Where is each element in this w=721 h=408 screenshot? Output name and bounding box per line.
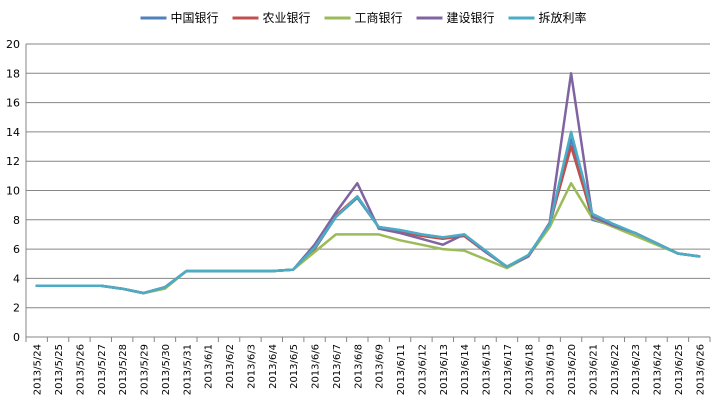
y-tick-label: 4 <box>13 272 20 285</box>
legend-label: 建设银行 <box>447 11 495 25</box>
x-tick-label: 2013/5/26 <box>75 344 86 395</box>
y-tick-label: 18 <box>6 67 20 80</box>
x-tick-label: 2013/6/12 <box>417 344 428 395</box>
series-line-4 <box>35 130 701 295</box>
y-tick-label: 14 <box>6 126 20 139</box>
legend-item-4: 拆放利率 <box>508 10 587 25</box>
y-tick-label: 8 <box>13 214 20 227</box>
x-tick-label: 2013/6/1 <box>204 344 215 389</box>
y-tick-label: 16 <box>6 97 20 110</box>
x-tick-label: 2013/6/22 <box>610 344 621 395</box>
x-tick-label: 2013/6/14 <box>460 344 471 395</box>
grid-lines <box>26 43 710 309</box>
y-axis-ticks: 0 2 4 6 8 10 12 14 16 18 20 <box>6 38 20 344</box>
x-tick-label: 2013/5/31 <box>182 344 193 395</box>
x-tick-label: 2013/5/27 <box>97 344 108 395</box>
y-tick-label: 2 <box>13 302 20 315</box>
legend-item-0: 中国银行 <box>140 10 219 25</box>
x-tick-label: 2013/5/30 <box>161 344 172 395</box>
series-line-2 <box>35 181 701 295</box>
x-tick-label: 2013/5/24 <box>33 344 44 395</box>
x-tick-label: 2013/6/11 <box>396 344 407 395</box>
x-axis-ticks: 2013/5/24 2013/5/25 2013/5/26 2013/5/27 2013… <box>25 337 711 395</box>
legend-item-2: 工商银行 <box>324 10 403 25</box>
legend-item-3: 建设银行 <box>416 11 495 25</box>
series-line-3 <box>35 72 701 295</box>
x-tick-label: 2013/6/6 <box>311 344 322 389</box>
x-tick-label: 2013/6/18 <box>524 344 535 395</box>
y-tick-label: 20 <box>6 38 20 51</box>
x-tick-label: 2013/6/19 <box>546 344 557 395</box>
x-tick-label: 2013/6/4 <box>268 344 279 389</box>
x-tick-label: 2013/5/25 <box>54 344 65 395</box>
x-tick-label: 2013/6/13 <box>439 344 450 395</box>
y-tick-label: 6 <box>13 243 20 256</box>
x-tick-label: 2013/6/25 <box>674 344 685 395</box>
legend-item-1: 农业银行 <box>232 11 311 25</box>
x-tick-label: 2013/6/15 <box>482 344 493 395</box>
legend-label: 农业银行 <box>263 11 311 25</box>
x-tick-label: 2013/5/29 <box>140 344 151 395</box>
x-tick-label: 2013/6/9 <box>375 344 386 389</box>
x-tick-label: 2013/6/8 <box>353 344 364 389</box>
legend-label: 工商银行 <box>355 10 403 25</box>
x-tick-label: 2013/6/20 <box>567 344 578 395</box>
legend: 中国银行 农业银行 工商银行 建设银行 拆放利率 <box>140 10 587 25</box>
y-tick-label: 0 <box>13 331 20 344</box>
x-tick-label: 2013/5/28 <box>118 344 129 395</box>
x-tick-label: 2013/6/23 <box>631 344 642 395</box>
y-tick-label: 12 <box>6 155 20 168</box>
x-tick-label: 2013/6/17 <box>503 344 514 395</box>
y-tick-label: 10 <box>6 185 20 198</box>
legend-label: 拆放利率 <box>539 10 587 25</box>
x-tick-label: 2013/6/3 <box>246 344 257 389</box>
legend-label: 中国银行 <box>171 10 219 25</box>
x-tick-label: 2013/6/26 <box>695 344 706 395</box>
x-tick-label: 2013/6/2 <box>225 344 236 389</box>
x-tick-label: 2013/6/24 <box>653 344 664 395</box>
x-tick-label: 2013/6/7 <box>332 344 343 389</box>
x-tick-label: 2013/6/5 <box>289 344 300 389</box>
series-lines <box>35 72 701 295</box>
x-tick-label: 2013/6/21 <box>588 344 599 395</box>
